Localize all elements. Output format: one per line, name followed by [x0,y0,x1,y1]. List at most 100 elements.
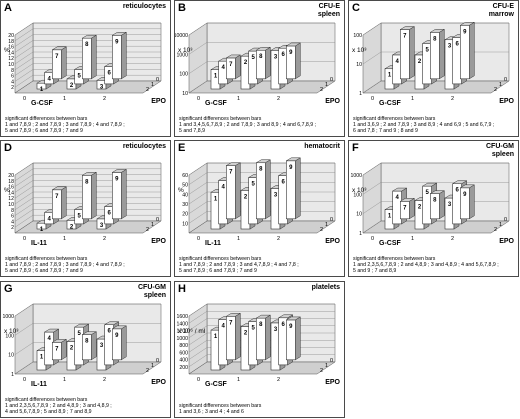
factor-axis-label: 2 [277,236,280,242]
y-tick-label: 6 [11,74,14,80]
epo-axis-label: 2 [320,87,323,93]
gridline-side [188,332,208,346]
significance-line: 5 and 7,8,9 ; 6 and 7,8,9 ; 7 and 9 [5,268,83,274]
epo-label: EPO [499,98,514,105]
bar-side [121,31,127,80]
significance-line: 1 and 2,3,5,6,7,8,9 ; 2 and 4,8,9 ; 3 an… [353,262,499,268]
epo-label: EPO [499,238,514,245]
gridline-side [14,22,34,36]
epo-axis-label: 1 [325,82,328,88]
bar-label: 6 [281,180,285,186]
y-tick-label: 1000 [176,52,188,58]
y-tick-label: 40 [182,192,188,198]
bar-side [235,312,241,361]
factor-axis-label: 1 [237,377,240,383]
bar-label: 5 [251,182,255,188]
bar-top [111,32,128,36]
panel-letter: G [4,283,13,295]
panel-title-line: platelets [311,284,340,291]
gridline-side [14,174,34,187]
bar-label: 3 [100,84,104,90]
bar-label: 9 [115,333,119,339]
bar-side [121,325,127,361]
factor-label: G-CSF [205,381,227,388]
gridline-side [188,182,208,195]
y-tick-label: 20 [182,212,188,218]
bar-top [81,172,98,176]
factor-axis-label: 1 [411,236,414,242]
y-tick-label: 200 [179,365,188,371]
bar-label: 9 [289,324,293,330]
epo-axis-label: 0 [156,77,159,83]
bar-label: 4 [395,195,399,201]
gridline-side [362,182,382,195]
gridline-side [14,28,34,41]
gridline-side [188,311,208,324]
gridline-side [188,162,208,176]
epo-axis-label: 0 [156,358,159,364]
bar-top [225,54,242,59]
bar-top [103,321,120,325]
bar-top [73,323,90,328]
significance-heading: significant differences between bars [353,116,436,122]
panel-h: 200 400 600 800 1000 1200 1400 1600 1 2 3 4 5 6 7 8 9 2 1 0… [174,281,345,418]
epo-axis-label: 0 [330,217,333,223]
gridline-side [14,209,34,222]
epo-axis-label: 1 [151,82,154,88]
gridline-side [14,215,34,228]
significance-heading: significant differences between bars [179,403,262,409]
significance-line: 1 and 7,8,9 ; 2 and 7,8,9 ; 3 and 7,8,9 … [5,262,125,268]
significance-note: significant differences between bars 1 an… [353,116,515,134]
gridline-side [188,354,208,367]
bar-top [255,314,272,319]
factor-axis-label: 0 [371,96,374,102]
gridline-side [14,75,34,88]
bar-label: 7 [229,62,233,68]
factor-axis-label: 2 [103,377,106,383]
significance-line: 5 and 7,8,9 ; 6 and 7,8,9 ; 7 and 9 [179,268,257,274]
y-tick-label: 400 [179,358,188,364]
epo-axis-label: 0 [330,358,333,364]
bar-top [255,46,272,51]
bar-label: 4 [47,336,51,342]
bar-label: 3 [448,202,452,208]
gridline-side [362,162,382,176]
significance-note: significant differences between bars 1 an… [179,256,341,274]
bar-top [111,325,128,330]
bar-label: 2 [244,331,248,337]
bar-label: 6 [107,211,111,217]
y-axis-label: % [178,187,184,194]
gridline-side [14,342,34,355]
significance-line: 1 and 3,4,5,6,7,8,9 ; 2 and 7,8,9 ; 3 an… [179,122,317,128]
bar-9: 9 [459,184,476,220]
y-tick-label: 1 [359,91,362,97]
factor-axis-label: 0 [197,236,200,242]
gridline-side [362,201,382,214]
factor-axis-label: 1 [63,236,66,242]
y-tick-label: 14 [8,50,14,56]
bar-top [277,314,294,319]
y-tick-label: 100 [5,333,14,339]
bar-side [91,171,97,220]
bar-top [459,22,476,26]
panel-title-line: CFU-GM [486,143,514,150]
gridline-side [14,180,34,193]
bar-7: 7 [225,312,242,361]
bar-7: 7 [225,162,242,220]
y-tick-label: 10 [182,221,188,227]
bar-label: 7 [55,346,59,352]
gridline-side [14,303,34,317]
bar-top [399,198,416,202]
bar-top [459,184,476,189]
factor-axis-label: 1 [63,96,66,102]
factor-axis-label: 0 [23,377,26,383]
bar-label: 7 [403,205,407,211]
y-axis-label: x 10³ [178,47,193,54]
significance-note: significant differences between bars 1 an… [179,116,341,134]
bar-label: 3 [274,192,278,198]
bar-8: 8 [81,331,98,361]
